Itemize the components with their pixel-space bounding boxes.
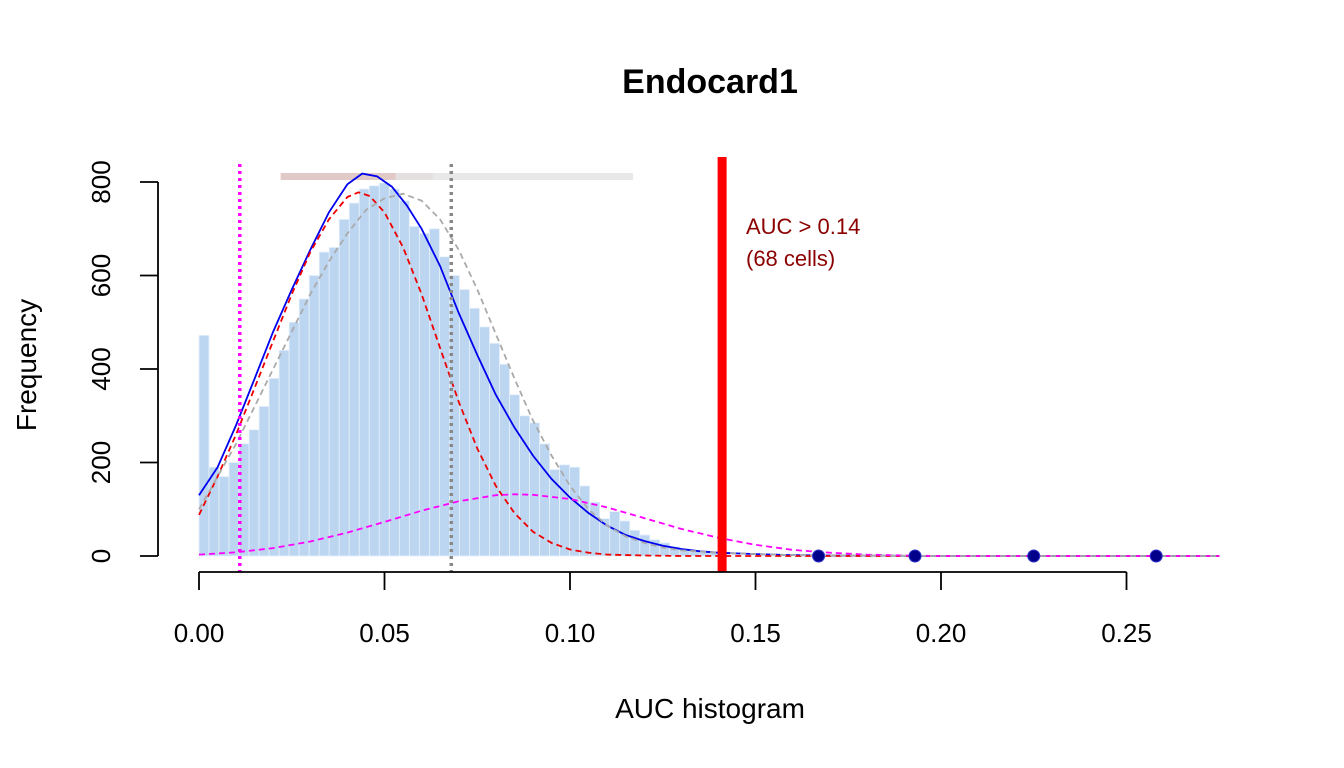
histogram-bar [589, 501, 601, 557]
histogram-bar [559, 464, 571, 557]
fit-curves [198, 172, 1220, 557]
histogram-bar [268, 377, 280, 557]
threshold-annotation-line2: (68 cells) [746, 246, 835, 271]
curve-density [198, 192, 1220, 557]
x-axis: 0.00 0.05 0.10 0.15 0.20 0.25 [174, 571, 1152, 648]
histogram-bar [368, 185, 380, 557]
histogram-bar [629, 529, 641, 557]
histogram-bar [328, 247, 340, 557]
x-axis-label: AUC histogram [615, 693, 805, 724]
y-tick-label: 400 [86, 347, 116, 390]
y-tick-label: 800 [86, 160, 116, 203]
histogram-bar [338, 218, 350, 557]
histogram-bar [489, 342, 500, 557]
histogram-bar [619, 520, 631, 557]
histogram-bar [218, 476, 230, 557]
y-axis-label: Frequency [11, 299, 42, 431]
histogram-bars [198, 182, 731, 557]
histogram-bar [228, 462, 240, 557]
histogram-bar [529, 422, 540, 557]
histogram-bar [408, 226, 420, 557]
histogram-bar [358, 188, 370, 557]
outlier-point [812, 549, 826, 563]
histogram-bar [278, 349, 290, 557]
histogram-bar [258, 405, 270, 557]
histogram-bar [439, 256, 450, 557]
histogram-bar [298, 298, 310, 557]
histogram-bar [208, 466, 220, 557]
histogram-bar [398, 200, 410, 557]
histogram-bar [288, 321, 300, 557]
histogram-bar [308, 275, 320, 557]
histogram-bar [579, 485, 591, 557]
outlier-point [1149, 549, 1163, 563]
histogram-bar [539, 443, 550, 557]
x-tick-label: 0.10 [545, 618, 596, 648]
threshold-annotation-line1: AUC > 0.14 [746, 214, 860, 239]
outlier-points [812, 549, 1163, 563]
histogram-bar [639, 534, 651, 557]
y-tick-label: 200 [86, 441, 116, 484]
y-tick-label: 600 [86, 254, 116, 297]
outlier-point [908, 549, 922, 563]
chart-title: Endocard1 [622, 63, 798, 101]
histogram-bar [318, 251, 330, 557]
y-tick-label: 0 [86, 549, 116, 563]
x-tick-label: 0.05 [359, 618, 410, 648]
histogram-bar [348, 202, 360, 557]
x-tick-label: 0.15 [730, 618, 781, 648]
threshold-lines [238, 157, 727, 572]
histogram-bar [198, 334, 210, 557]
x-tick-label: 0.25 [1101, 618, 1152, 648]
histogram-bar [388, 188, 400, 557]
x-tick-label: 0.20 [916, 618, 967, 648]
histogram-bar [569, 466, 581, 557]
top-range-bars [280, 173, 634, 180]
y-axis: 0 200 400 600 800 [86, 160, 159, 563]
histogram-bar [418, 233, 430, 557]
histogram-bar [499, 363, 510, 557]
histogram-bar [378, 182, 390, 557]
outlier-point [1027, 549, 1041, 563]
histogram-bar [509, 394, 520, 557]
histogram-bar [609, 511, 621, 557]
histogram-bar [449, 275, 460, 557]
top-range-bar [395, 173, 634, 180]
histogram-bar [248, 429, 260, 557]
x-tick-label: 0.00 [174, 618, 225, 648]
